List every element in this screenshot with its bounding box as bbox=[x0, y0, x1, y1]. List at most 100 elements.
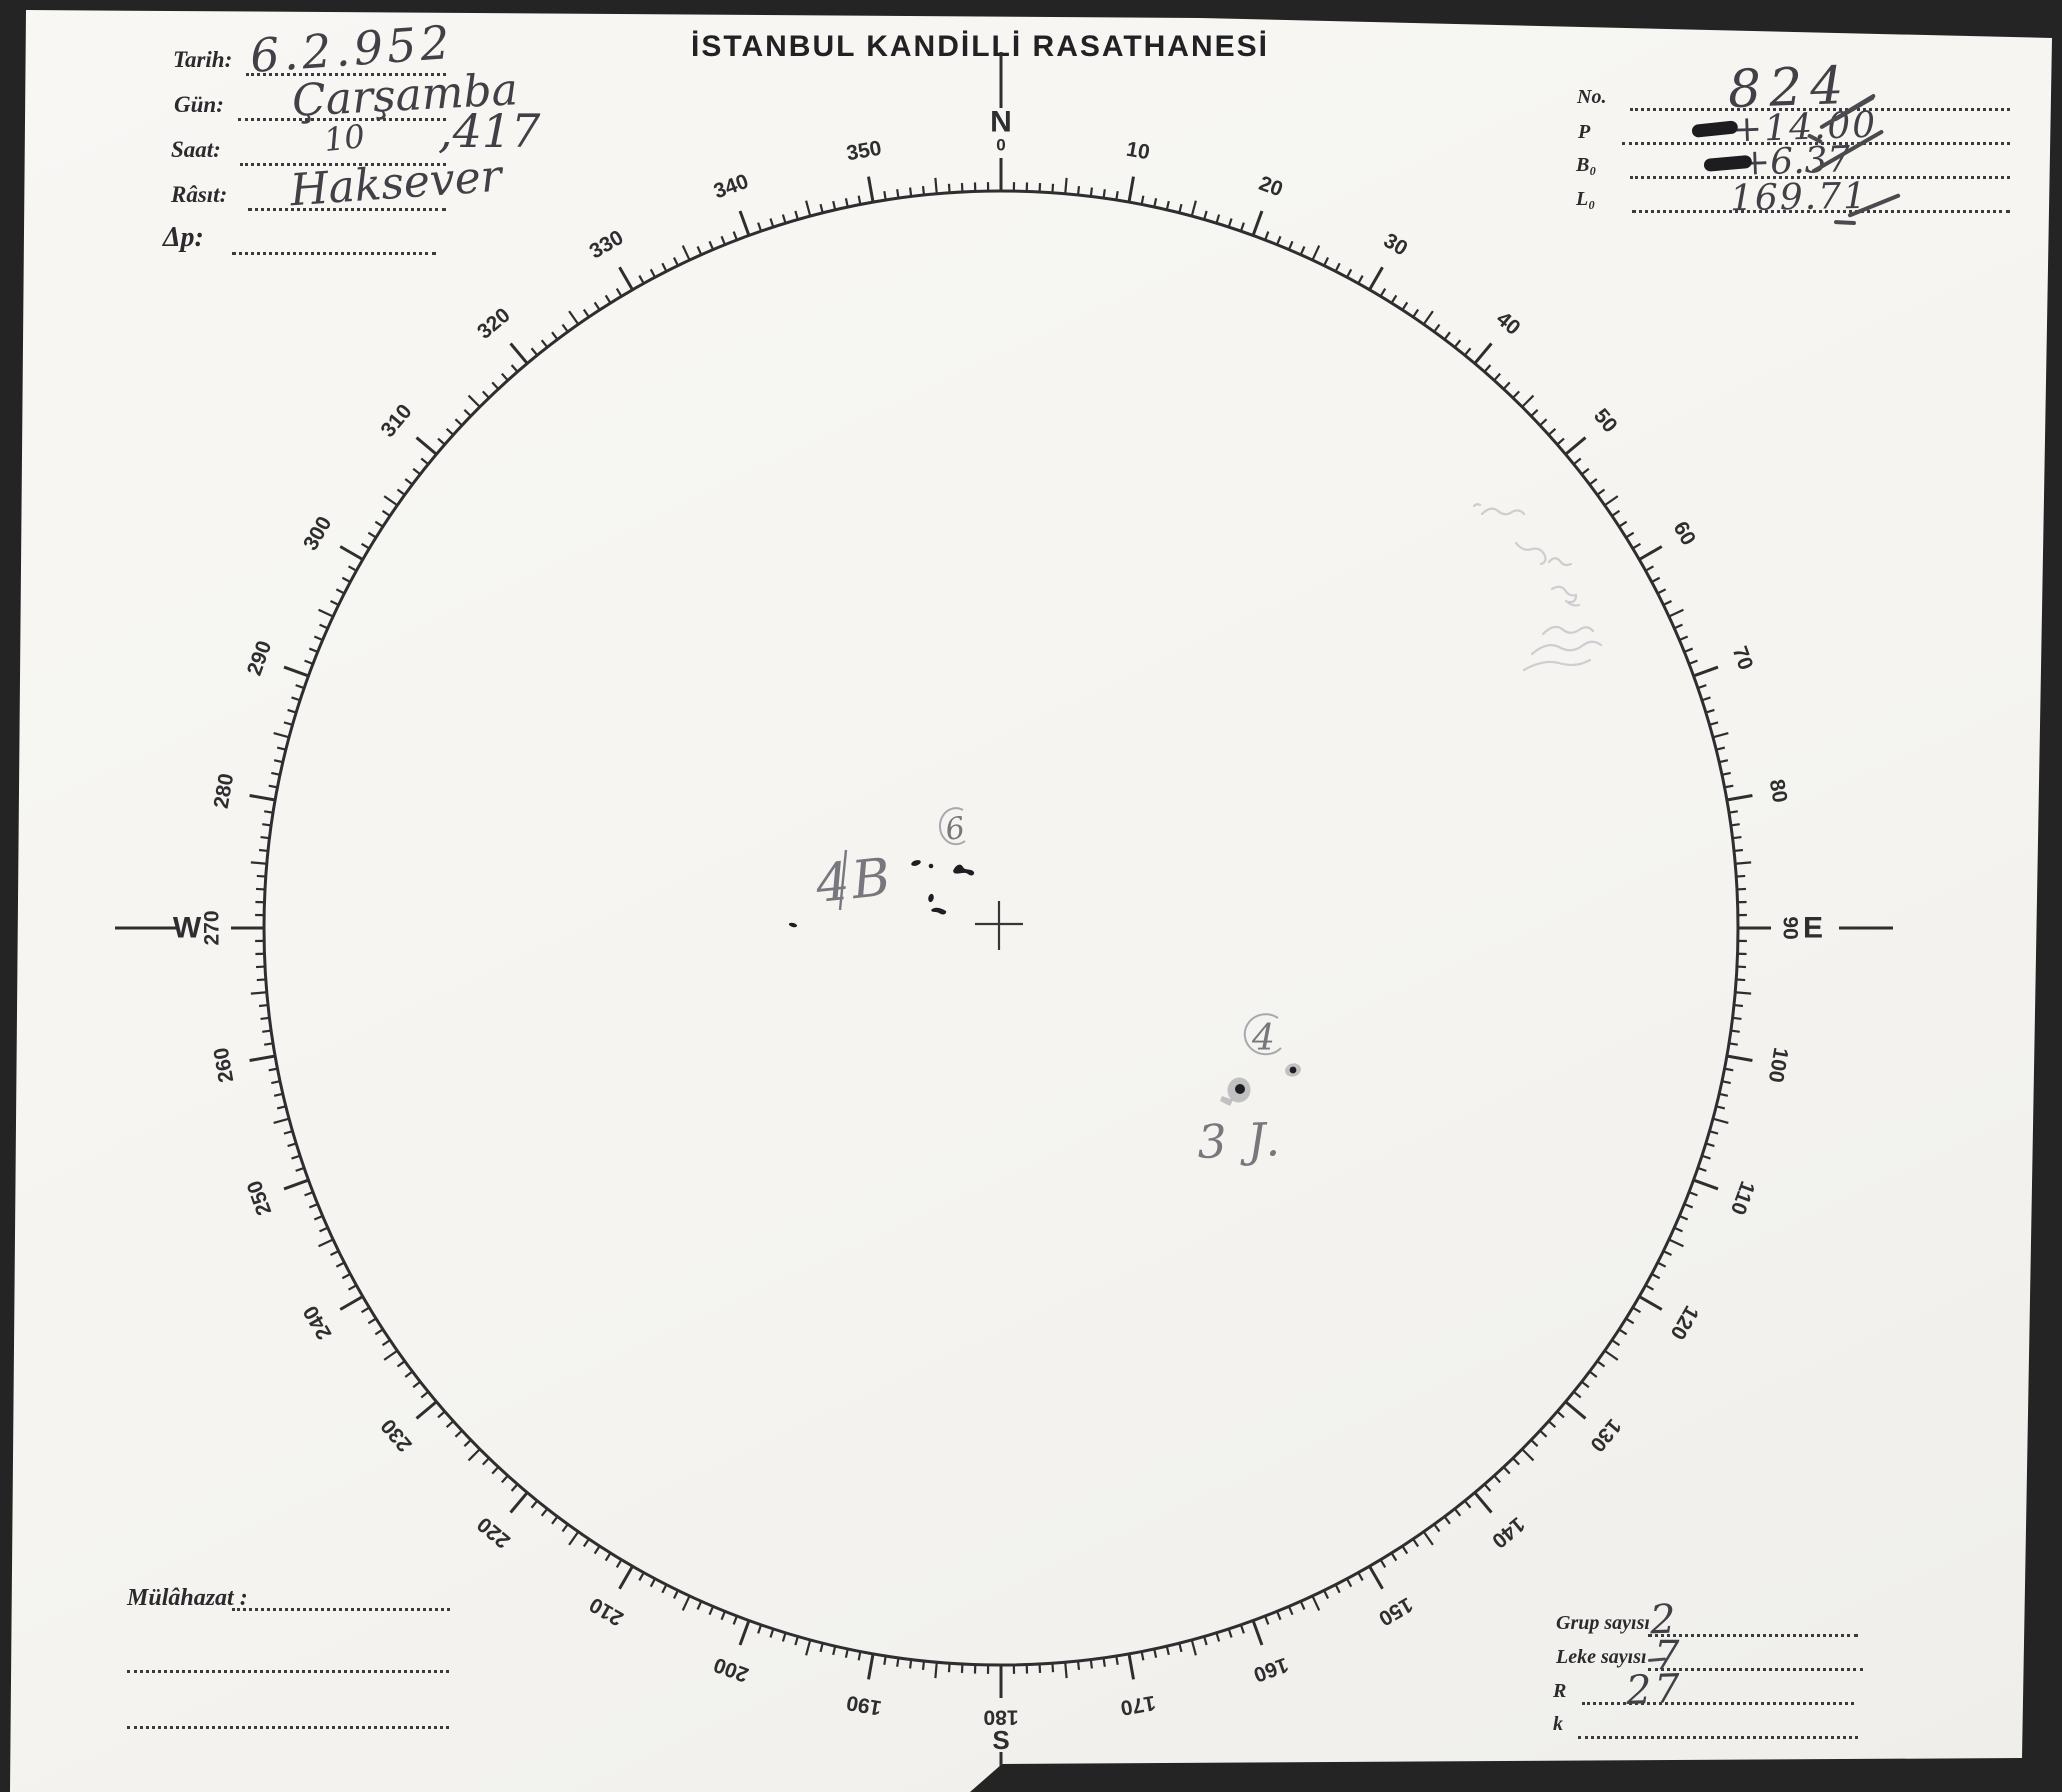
degree-tick bbox=[1379, 287, 1387, 297]
sunspot bbox=[911, 860, 921, 866]
field-label-delta-p: Δp: bbox=[163, 222, 204, 253]
degree-tick bbox=[561, 1523, 569, 1533]
dotted-line-k bbox=[1578, 1736, 1858, 1739]
degree-tick bbox=[420, 457, 429, 466]
degree-tick bbox=[304, 1191, 314, 1197]
degree-tick bbox=[348, 565, 357, 572]
degree-tick bbox=[1705, 1142, 1715, 1148]
degree-label: 260 bbox=[210, 1046, 239, 1085]
degree-label: 20 bbox=[1256, 172, 1286, 202]
degree-tick bbox=[1638, 545, 1663, 561]
degree-tick bbox=[1688, 1191, 1698, 1197]
degree-tick bbox=[1089, 1659, 1094, 1669]
degree-tick bbox=[1251, 210, 1264, 236]
degree-tick bbox=[1357, 1572, 1364, 1581]
degree-tick bbox=[273, 759, 284, 764]
degree-tick bbox=[295, 1166, 305, 1172]
degree-tick bbox=[1581, 1380, 1590, 1389]
dotted-line-p bbox=[1622, 142, 2010, 145]
degree-tick bbox=[1604, 495, 1619, 507]
degree-tick bbox=[1662, 1250, 1672, 1257]
cardinal-letter-W: W bbox=[173, 912, 202, 945]
degree-label: 90 bbox=[1779, 916, 1802, 939]
degree-tick bbox=[1581, 467, 1590, 476]
degree-tick bbox=[1368, 1565, 1384, 1590]
degree-tick bbox=[1051, 1663, 1055, 1673]
degree-tick bbox=[383, 495, 398, 507]
dotted-line-grup bbox=[1648, 1634, 1858, 1637]
degree-tick bbox=[445, 1420, 455, 1428]
degree-tick bbox=[1483, 1483, 1492, 1492]
degree-tick bbox=[1596, 488, 1606, 496]
degree-tick bbox=[396, 488, 406, 496]
degree-tick bbox=[1701, 696, 1711, 702]
degree-tick bbox=[794, 1636, 799, 1646]
degree-tick bbox=[463, 408, 472, 417]
degree-tick bbox=[1239, 222, 1245, 232]
degree-tick bbox=[271, 1080, 281, 1085]
degree-tick bbox=[308, 1203, 319, 1209]
degree-tick bbox=[1618, 1328, 1628, 1336]
degree-tick bbox=[1715, 1105, 1726, 1110]
degree-tick bbox=[1401, 301, 1409, 311]
degree-tick bbox=[1683, 1203, 1694, 1209]
degree-tick bbox=[250, 991, 267, 995]
field-label-b0: B₀ bbox=[1576, 154, 1597, 176]
count-circle-mark bbox=[1243, 1013, 1282, 1056]
degree-tick bbox=[339, 545, 364, 561]
degree-tick bbox=[249, 1054, 276, 1062]
degree-tick bbox=[319, 1226, 329, 1233]
sunspot bbox=[788, 922, 798, 928]
degree-tick bbox=[463, 1439, 472, 1448]
degree-tick bbox=[1390, 294, 1398, 304]
degree-tick bbox=[412, 467, 421, 476]
degree-tick bbox=[1697, 684, 1707, 690]
dotted-line-l0 bbox=[1632, 210, 2010, 213]
degree-tick bbox=[276, 1105, 287, 1110]
degree-tick bbox=[1311, 1595, 1321, 1611]
degree-tick bbox=[540, 1508, 549, 1517]
degree-tick bbox=[947, 183, 951, 193]
count-circle-mark bbox=[938, 807, 966, 846]
degree-tick bbox=[501, 372, 509, 382]
degree-tick bbox=[551, 1515, 559, 1525]
degree-tick bbox=[934, 177, 938, 194]
degree-label: 200 bbox=[711, 1653, 752, 1687]
degree-tick bbox=[1140, 195, 1145, 205]
degree-tick bbox=[1657, 588, 1667, 595]
degree-tick bbox=[883, 1655, 887, 1665]
degree-tick bbox=[1726, 794, 1753, 802]
degree-tick bbox=[582, 1538, 590, 1548]
degree-tick bbox=[1688, 659, 1698, 665]
degree-tick bbox=[262, 1029, 272, 1033]
degree-tick bbox=[757, 1624, 763, 1634]
degree-tick bbox=[1264, 231, 1270, 241]
degree-tick bbox=[454, 1429, 463, 1438]
degree-tick bbox=[781, 214, 787, 224]
degree-label: 100 bbox=[1764, 1046, 1793, 1085]
degree-tick bbox=[1334, 1584, 1341, 1594]
sunspot bbox=[1289, 1066, 1297, 1074]
degree-tick bbox=[318, 608, 334, 618]
group-pencil-label: 3 J. bbox=[1196, 1112, 1283, 1169]
field-label-leke-sayisi: Leke sayısı bbox=[1556, 1646, 1647, 1668]
degree-tick bbox=[1539, 1429, 1548, 1438]
degree-tick bbox=[1645, 565, 1654, 572]
degree-tick bbox=[1604, 1349, 1619, 1361]
dotted-line-no bbox=[1630, 108, 2010, 111]
degree-tick bbox=[1588, 478, 1598, 486]
degree-tick bbox=[769, 218, 775, 228]
degree-tick bbox=[908, 1659, 913, 1669]
degree-tick bbox=[832, 200, 837, 211]
degree-tick bbox=[1721, 771, 1731, 776]
degree-tick bbox=[1276, 235, 1282, 246]
degree-tick bbox=[262, 823, 272, 827]
degree-label: 270 bbox=[201, 910, 224, 945]
degree-tick bbox=[1728, 810, 1738, 814]
degree-tick bbox=[1625, 1317, 1635, 1325]
degree-tick bbox=[1390, 1552, 1398, 1562]
degree-tick bbox=[313, 635, 324, 642]
degree-tick bbox=[1064, 177, 1068, 194]
